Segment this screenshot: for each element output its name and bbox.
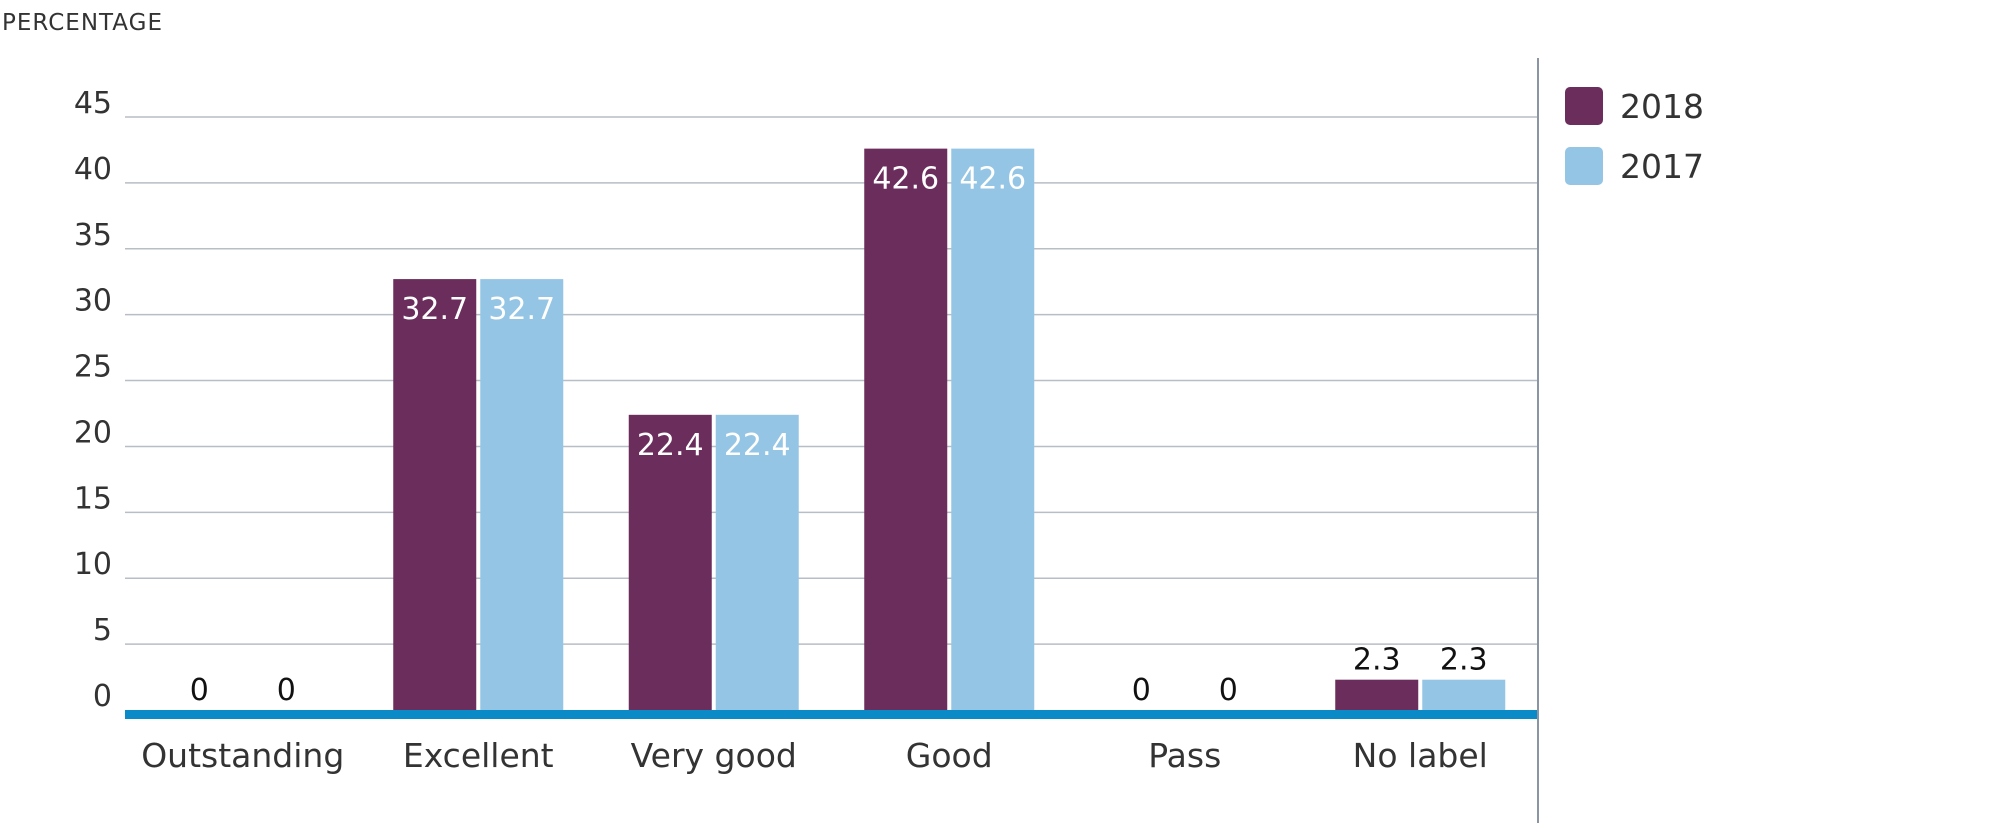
- value-label: 2.3: [1440, 643, 1488, 678]
- x-tick-label: Outstanding: [141, 736, 344, 775]
- value-label: 22.4: [724, 428, 791, 463]
- y-tick-labels: 0 5 10 15 20 25 30 35 40 45: [74, 86, 112, 714]
- value-label: 2.3: [1353, 643, 1401, 678]
- y-tick-label: 30: [74, 284, 112, 319]
- x-tick-label: Excellent: [403, 736, 554, 775]
- gridlines: [125, 116, 1538, 645]
- y-tick-label: 10: [74, 547, 112, 582]
- legend: 2018 2017: [1565, 87, 1704, 186]
- bar-2017-excellent: [480, 279, 564, 710]
- legend-label: 2017: [1620, 147, 1704, 186]
- bar-2017-very-good: [715, 414, 799, 710]
- x-tick-labels: Outstanding Excellent Very good Good Pass No …: [141, 736, 1488, 775]
- bar-2017-no-label: [1422, 679, 1506, 710]
- bar-2018-good: [864, 148, 948, 711]
- value-label: 42.6: [872, 162, 939, 197]
- value-label: 0: [1132, 673, 1151, 708]
- x-axis-baseline: [125, 710, 1538, 719]
- value-label: 32.7: [488, 292, 555, 327]
- bar-2017-good: [951, 148, 1035, 711]
- y-tick-label: 0: [93, 679, 112, 714]
- value-label: 0: [190, 673, 209, 708]
- y-tick-label: 35: [74, 218, 112, 253]
- value-label: 32.7: [401, 292, 468, 327]
- value-label: 22.4: [637, 428, 704, 463]
- bar-2018-very-good: [628, 414, 712, 710]
- x-tick-label: Good: [906, 736, 993, 775]
- y-tick-label: 40: [74, 152, 112, 187]
- y-axis-label: PERCENTAGE: [2, 10, 163, 36]
- value-label: 0: [1219, 673, 1238, 708]
- y-tick-label: 15: [74, 481, 112, 516]
- y-tick-label: 5: [93, 613, 112, 648]
- legend-label: 2018: [1620, 87, 1704, 126]
- y-tick-label: 25: [74, 350, 112, 385]
- y-tick-label: 45: [74, 86, 112, 121]
- bar-2018-excellent: [393, 279, 477, 710]
- value-labels: 0 0 32.7 32.7 22.4 22.4 42.6 42.6 0 0 2.3 2.3: [190, 162, 1488, 708]
- y-tick-label: 20: [74, 415, 112, 450]
- legend-swatch: [1565, 147, 1603, 185]
- legend-swatch: [1565, 87, 1603, 125]
- bar-2018-no-label: [1335, 679, 1419, 710]
- x-tick-label: Pass: [1148, 736, 1221, 775]
- value-label: 42.6: [959, 162, 1026, 197]
- bars: [393, 148, 1506, 711]
- x-tick-label: Very good: [631, 736, 797, 775]
- x-tick-label: No label: [1353, 736, 1488, 775]
- value-label: 0: [277, 673, 296, 708]
